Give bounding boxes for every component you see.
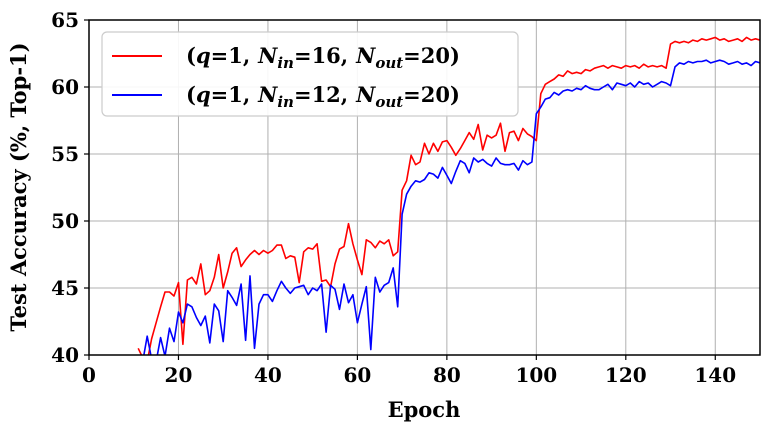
series-line-1 <box>137 36 760 355</box>
y-tick-label: 45 <box>51 276 79 300</box>
x-tick-label: 120 <box>605 363 647 387</box>
series-line-2 <box>143 59 760 355</box>
plot-frame <box>88 19 761 356</box>
y-axis-title: Test Accuracy (%, Top-1) <box>6 42 31 331</box>
y-tick-label: 60 <box>51 75 79 99</box>
x-tick-label: 140 <box>694 363 736 387</box>
x-tick-label: 40 <box>254 363 282 387</box>
x-tick-label: 100 <box>515 363 557 387</box>
series-group <box>137 36 760 355</box>
y-tick-label: 50 <box>51 209 79 233</box>
x-tick-label: 80 <box>433 363 461 387</box>
legend-box <box>101 31 519 117</box>
x-tick-label: 20 <box>165 363 193 387</box>
legend: (q=1, Nin=16, Nout=20) (q=1, Nin=12, Nout=20… <box>101 31 519 117</box>
y-tick-label: 40 <box>51 343 79 367</box>
x-axis-title: Epoch <box>388 397 461 422</box>
legend-label-series-2: (q=1, Nin=12, Nout=20) <box>186 82 460 111</box>
y-tick-label: 55 <box>51 142 79 166</box>
legend-label-series-1: (q=1, Nin=16, Nout=20) <box>186 43 460 72</box>
x-tick-label: 60 <box>343 363 371 387</box>
y-tick-label: 65 <box>51 8 79 32</box>
ticks: 0 20 40 60 80 100 120 140 40 45 50 55 60 65 <box>51 8 736 387</box>
x-tick-label: 0 <box>82 363 96 387</box>
